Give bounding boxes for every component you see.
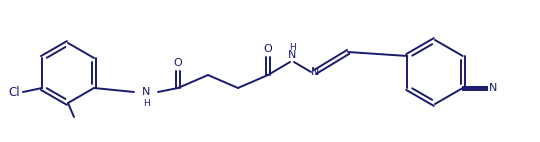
Text: Cl: Cl [8, 86, 20, 100]
Text: H: H [143, 99, 150, 108]
Text: N: N [489, 83, 497, 93]
Text: O: O [264, 44, 272, 54]
Text: N: N [288, 50, 296, 60]
Text: N: N [311, 67, 319, 77]
Text: O: O [174, 58, 183, 68]
Text: N: N [142, 87, 150, 97]
Text: H: H [288, 43, 295, 53]
